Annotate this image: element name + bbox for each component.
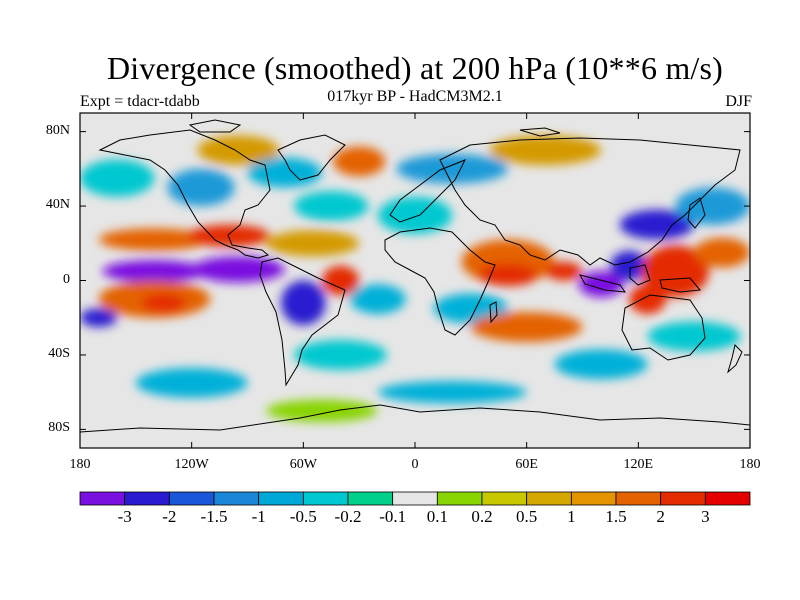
anomaly-blob (619, 209, 695, 240)
anomaly-blob (247, 157, 322, 188)
axis-ticks (79, 113, 751, 448)
anomaly-blob (333, 146, 386, 177)
colorbar-label: -1.5 (200, 507, 228, 526)
colorbar-swatch (526, 491, 572, 506)
y-tick-label: 80S (48, 420, 70, 436)
anomaly-blob (294, 191, 369, 221)
chart-title: Divergence (smoothed) at 200 hPa (10**6 … (106, 50, 724, 86)
colorbar-swatch (660, 491, 706, 506)
anomaly-blob (80, 159, 155, 197)
anomaly-blob (80, 308, 118, 328)
chart-subtitle: 017kyr BP - HadCM3M2.1 (327, 88, 503, 105)
x-tick-label: 180 (739, 457, 761, 472)
anomaly-blob (266, 230, 360, 257)
anomaly-blob (98, 228, 211, 251)
anomaly-blob (433, 293, 509, 324)
anomaly-blob (266, 399, 378, 422)
anomaly-blob (102, 260, 207, 283)
anomaly-blob (377, 381, 527, 404)
colorbar-swatch (436, 491, 483, 506)
anomaly-blob (545, 261, 583, 281)
colorbar-label: -1 (251, 507, 266, 526)
anomaly-blob (349, 284, 406, 314)
colorbar-label: -0.5 (289, 507, 317, 526)
colorbar-label: 1 (567, 507, 576, 526)
colorbar-swatch (302, 491, 349, 506)
x-tick-label: 60E (515, 457, 538, 472)
colorbar-swatch (79, 491, 126, 506)
anomaly-blob (135, 367, 248, 398)
anomaly-blob (489, 135, 602, 166)
x-tick-label: 120W (174, 457, 209, 472)
anomaly-blob (554, 349, 648, 380)
anomaly-blob (141, 293, 187, 313)
x-tick-label: 60W (289, 457, 317, 472)
anomaly-blob (675, 187, 750, 225)
y-tick-label: 0 (63, 271, 70, 287)
anomaly-blob (694, 237, 750, 268)
anomaly-blob (197, 135, 280, 166)
anomaly-blob (377, 196, 453, 234)
colorbar-swatch (704, 491, 751, 506)
colorbar-swatch (168, 491, 215, 506)
colorbar-swatch (392, 491, 438, 506)
y-tick-label: 40S (48, 345, 70, 361)
y-tick-label: 80N (45, 122, 70, 138)
anomaly-blob (187, 224, 270, 247)
anomaly-blob (610, 250, 648, 281)
colorbar-label: -3 (117, 507, 132, 526)
anomaly-blob (167, 168, 235, 207)
anomaly-blob (321, 265, 360, 296)
colorbar-label: 2 (656, 507, 665, 526)
colorbar-swatch (570, 491, 617, 506)
colorbar-label: -2 (162, 507, 177, 526)
colorbar-swatch (347, 491, 394, 506)
colorbar-label: 0.5 (516, 507, 538, 526)
colorbar-label: -0.2 (334, 507, 362, 526)
x-tick-label: 120E (623, 457, 654, 472)
y-tick-label: 40N (45, 197, 70, 213)
anomaly-blob (629, 284, 667, 314)
colorbar-swatch (258, 491, 304, 506)
experiment-label: Expt = tdacr-tdabb (80, 93, 200, 110)
anomaly-blob (647, 321, 741, 352)
coastlines (80, 119, 750, 433)
divergence-field (80, 135, 750, 422)
colorbar-swatch (615, 491, 662, 506)
colorbar-swatch (213, 491, 260, 506)
anomaly-blob (294, 340, 388, 370)
x-tick-label: 0 (411, 457, 419, 472)
anomaly-blob (642, 245, 710, 298)
colorbar-label: 0.2 (471, 507, 493, 526)
anomaly-blob (470, 312, 583, 342)
colorbar-label: -0.1 (379, 507, 407, 526)
colorbar-swatch (124, 491, 170, 506)
colorbar-label: 3 (701, 507, 710, 526)
colorbar-swatch (481, 491, 528, 506)
colorbar (79, 491, 751, 506)
anomaly-blob (396, 153, 509, 184)
anomaly-blob (281, 280, 326, 326)
colorbar-label: 1.5 (605, 507, 627, 526)
season-label: DJF (725, 93, 752, 110)
colorbar-label: 0.1 (426, 507, 448, 526)
x-tick-label: 180 (69, 457, 91, 472)
